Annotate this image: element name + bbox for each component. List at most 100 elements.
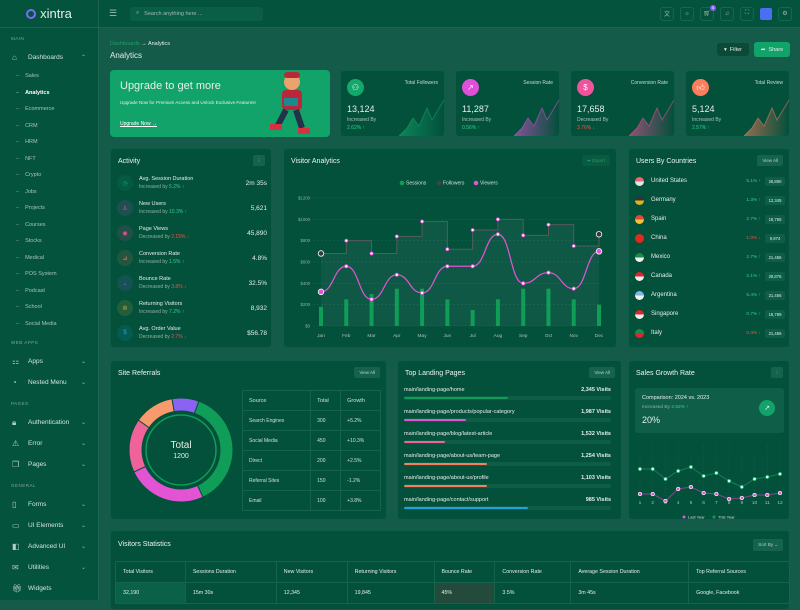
- sidebar-subitem[interactable]: Analytics: [0, 85, 98, 102]
- theme-icon[interactable]: ☼: [680, 6, 694, 21]
- sidebar-subitem[interactable]: Social Media: [0, 316, 98, 333]
- card-title: Activity: [118, 158, 141, 165]
- language-icon[interactable]: 文: [660, 6, 674, 21]
- table-row: Social Media 450 +10.3%: [241, 430, 381, 451]
- activity-icon: ♙: [117, 200, 133, 216]
- table-row: Referral Sites 150 -1.2%: [241, 470, 381, 491]
- menu-toggle-icon[interactable]: ☰: [109, 8, 118, 18]
- sidebar-subitem[interactable]: Jobs: [0, 184, 98, 201]
- viewers-point: [317, 288, 325, 296]
- landing-page-item[interactable]: main/landing-page/home 2,345 Visits: [404, 387, 611, 400]
- view-all-button[interactable]: View All: [757, 155, 783, 166]
- sidebar-subitem[interactable]: Ecommerce: [0, 101, 98, 118]
- sidebar-item[interactable]: ◔ Nested Menu ⌄: [12, 378, 86, 387]
- sidebar-subitem[interactable]: POS System: [0, 266, 98, 283]
- sidebar-subitem[interactable]: NFT: [0, 151, 98, 168]
- search-input[interactable]: ⌕ Search anything here ...: [130, 6, 264, 21]
- landing-page-item[interactable]: main/landing-page/products/popular-categ…: [404, 409, 611, 422]
- activity-icon: ⊿: [117, 250, 133, 266]
- followers-point: [344, 238, 349, 243]
- y-tick-label: $400: [300, 281, 310, 286]
- country-row: China 1.0% ↓ 9,874: [635, 232, 785, 244]
- landing-page-item[interactable]: main/landing-page/blog/latest-article 1,5…: [404, 431, 611, 444]
- viewers-point: [394, 272, 399, 277]
- card-title: Visitor Analytics: [291, 158, 340, 165]
- sidebar-item[interactable]: ✉ Utilities ⌄: [12, 563, 86, 572]
- sparkline: [514, 100, 559, 136]
- sidebar-item[interactable]: ◧ Advanced UI ⌄: [12, 542, 86, 551]
- share-button[interactable]: ➦ Share: [754, 42, 790, 57]
- sort-by-button[interactable]: Sort By ⌄: [753, 539, 783, 551]
- x-tick-label: 9: [740, 500, 743, 506]
- sidebar-item[interactable]: 🔒︎ Authentication ⌄: [12, 417, 86, 427]
- viewers-point: [571, 286, 576, 291]
- more-options-icon[interactable]: ⋮: [771, 367, 783, 378]
- logo[interactable]: xintra: [0, 0, 98, 28]
- view-all-button[interactable]: View All: [354, 367, 380, 378]
- sidebar-subitem[interactable]: Podcast: [0, 283, 98, 300]
- filter-button[interactable]: ▾ Filter: [717, 43, 749, 56]
- sessions-bar: [495, 299, 500, 326]
- viewers-point: [595, 248, 603, 255]
- export-button[interactable]: ➦ Export: [581, 155, 610, 166]
- stat-icon: $: [577, 79, 594, 96]
- card-title: Top Landing Pages: [405, 370, 465, 377]
- sidebar-subitem[interactable]: Crypto: [0, 167, 98, 184]
- y-tick-label: $200: [300, 302, 310, 307]
- view-all-button[interactable]: View All: [589, 367, 615, 378]
- sidebar-subitem[interactable]: School: [0, 299, 98, 316]
- visitor-analytics-card: Visitor Analytics ➦ Export $0 $200 $400 $60…: [283, 148, 617, 348]
- avatar[interactable]: [760, 7, 772, 20]
- sidebar-item-dashboards[interactable]: ⌂ Dashboards ⌃: [12, 53, 86, 62]
- legend-label: Last Year: [688, 515, 705, 520]
- sidebar-subitem[interactable]: HRM: [0, 134, 98, 151]
- sidebar-subitem[interactable]: Stocks: [0, 233, 98, 250]
- series-point: [752, 492, 757, 498]
- more-options-icon[interactable]: ⋮: [253, 155, 265, 166]
- legend-label: Followers: [443, 181, 465, 187]
- sidebar-item[interactable]: ❐ Pages ⌄: [12, 460, 86, 469]
- sidebar-item[interactable]: ⚠ Error ⌄: [12, 439, 86, 448]
- sidebar-subitem[interactable]: Sales: [0, 68, 98, 85]
- landing-page-item[interactable]: main/landing-page/about-us/profile 1,103 …: [404, 475, 611, 488]
- chevron-down-icon: ⌄: [80, 359, 86, 365]
- flag-icon: [635, 252, 644, 262]
- sidebar-subitem[interactable]: Medical: [0, 250, 98, 267]
- activity-item: ♙ New Users Increased by 10.3% ↑ 5,621: [117, 200, 267, 216]
- sidebar-subitem[interactable]: CRM: [0, 118, 98, 135]
- upgrade-now-link[interactable]: Upgrade Now →: [120, 121, 157, 127]
- country-row: Germany 1.3% ↑ 12,345: [635, 194, 785, 206]
- series-line: [640, 486, 781, 502]
- flag-icon: [635, 309, 644, 319]
- x-tick-label: Nov: [569, 333, 578, 339]
- notification-icon[interactable]: ♫: [720, 6, 734, 21]
- card-title: Sales Growth Rate: [636, 370, 695, 377]
- viewers-point: [445, 264, 450, 269]
- series-point: [714, 470, 719, 476]
- sidebar-item[interactable]: ⚏ Apps ⌄: [12, 357, 86, 366]
- breadcrumb-link[interactable]: Dashboards: [110, 41, 140, 47]
- sidebar-subitem[interactable]: Projects: [0, 200, 98, 217]
- sidebar-subitem[interactable]: Courses: [0, 217, 98, 234]
- stat-card: ⚇ Total Followers 13,124 Increased By 2.…: [340, 70, 445, 137]
- cart-icon[interactable]: 🛒︎ 5: [700, 4, 716, 21]
- upgrade-banner: Upgrade to get more Upgrade Now for Prem…: [110, 70, 330, 137]
- y-tick-label: $1000: [298, 217, 311, 222]
- sidebar-item[interactable]: ▯ Forms ⌄: [12, 500, 86, 509]
- landing-page-item[interactable]: main/landing-page/about-us/team-page 1,25…: [404, 453, 611, 466]
- sidebar-item[interactable]: 🎁︎ Widgets: [12, 584, 52, 593]
- sidebar-item[interactable]: ▭ UI Elements ⌄: [12, 521, 86, 530]
- viewers-point: [470, 264, 475, 269]
- viewers-point: [344, 264, 349, 269]
- followers-point: [369, 251, 374, 256]
- progress-bar: [404, 418, 611, 422]
- cart-badge: 5: [710, 4, 716, 11]
- fullscreen-icon[interactable]: ⛶: [740, 6, 754, 21]
- x-tick-label: 6: [702, 500, 705, 506]
- menu-icon: ◔: [12, 378, 17, 387]
- settings-gear-icon[interactable]: ⚙: [778, 6, 792, 21]
- donut-inner-ring: [145, 414, 217, 486]
- y-tick-label: $800: [300, 238, 310, 243]
- landing-page-item[interactable]: main/landing-page/contact/support 985 Vis…: [404, 497, 611, 510]
- chevron-down-icon: ⌄: [80, 441, 86, 447]
